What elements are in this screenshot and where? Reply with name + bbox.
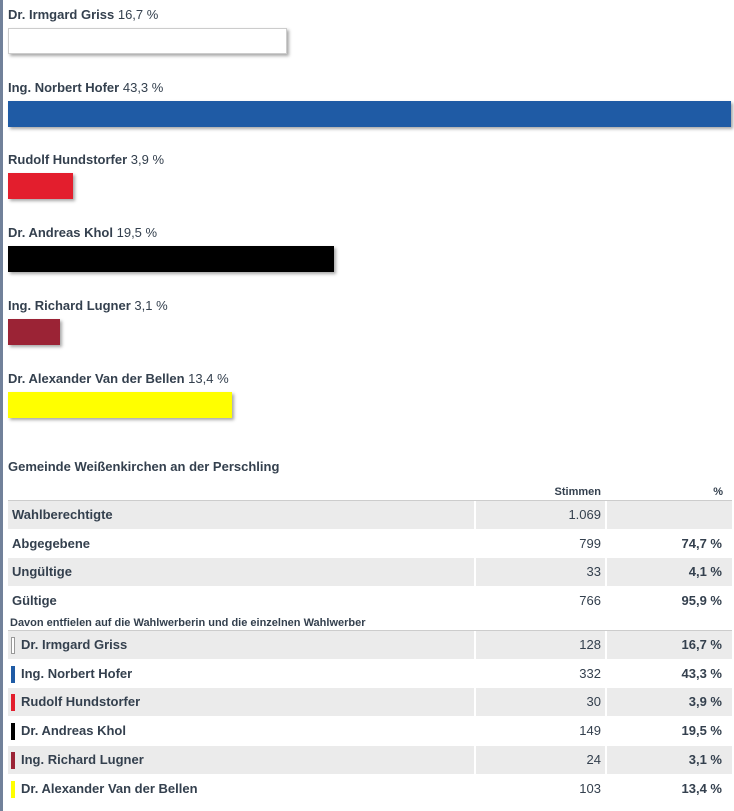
cell-name: Rudolf Hundstorfer xyxy=(8,688,474,717)
cell-percent: 19,5 % xyxy=(681,723,722,739)
color-marker xyxy=(11,694,15,712)
cell-votes: 103 xyxy=(579,780,601,796)
subheading: Davon entfielen auf die Wahlwerberin und… xyxy=(10,617,366,629)
color-marker xyxy=(11,637,15,654)
cell-votes: 799 xyxy=(579,535,601,551)
table-row: Ing. Norbert Hofer 332 43,3 % xyxy=(8,660,732,688)
cell-percent xyxy=(607,501,732,529)
cell-name: Ing. Norbert Hofer xyxy=(8,660,474,688)
bar xyxy=(8,100,732,127)
cell-percent: 3,9 % xyxy=(607,688,732,717)
value-label: 43,3 % xyxy=(122,79,164,95)
candidate-name: Dr. Andreas Khol xyxy=(8,225,113,241)
table-row: Gültige 766 95,9 % xyxy=(8,587,732,615)
cell-percent: 74,7 % xyxy=(681,535,722,551)
color-marker xyxy=(11,751,15,769)
bar xyxy=(8,246,334,273)
cell-percent: 13,4 % xyxy=(681,780,722,796)
cell-name: Dr. Andreas Khol xyxy=(8,717,474,745)
value-label: 3,1 % xyxy=(134,297,168,313)
color-marker xyxy=(11,780,15,798)
cell-votes: 33 xyxy=(476,558,605,587)
table-row: Wahlberechtigte 1.069 xyxy=(8,501,732,529)
table-row: Rudolf Hundstorfer 30 3,9 % xyxy=(8,688,732,717)
cell-votes: 766 xyxy=(579,593,601,609)
cell-name: Wahlberechtigte xyxy=(8,501,474,529)
table-row: Dr. Andreas Khol 149 19,5 % xyxy=(8,717,732,745)
bar-label: Rudolf Hundstorfer 3,9 % xyxy=(8,152,164,167)
bar xyxy=(8,391,232,418)
cell-votes: 128 xyxy=(476,631,605,659)
candidate-name: Dr. Irmgard Griss xyxy=(8,7,115,22)
cell-percent: 16,7 % xyxy=(607,631,732,659)
cell-name: Dr. Irmgard Griss xyxy=(8,631,474,659)
cell-votes: 30 xyxy=(476,688,605,717)
table-row: Dr. Alexander Van der Bellen 103 13,4 % xyxy=(8,775,732,803)
table-row: Dr. Irmgard Griss 128 16,7 % xyxy=(8,631,732,659)
rule xyxy=(8,500,732,501)
rule xyxy=(8,630,732,631)
bar-label: Ing. Richard Lugner 3,1 % xyxy=(8,298,168,313)
value-label: 3,9 % xyxy=(130,152,165,168)
cell-name: Ing. Richard Lugner xyxy=(8,745,474,774)
candidate-name: Ing. Norbert Hofer xyxy=(8,79,120,95)
cell-name: Ungültige xyxy=(8,558,474,587)
bar-label: Dr. Andreas Khol 19,5 % xyxy=(8,225,157,240)
bar-label: Dr. Irmgard Griss 16,7 % xyxy=(8,7,158,22)
cell-percent: 95,9 % xyxy=(681,593,722,609)
candidate-name: Dr. Alexander Van der Bellen xyxy=(8,370,185,386)
column-header: Stimmen xyxy=(554,486,601,498)
cell-percent: 3,1 % xyxy=(607,745,732,774)
cell-percent: 43,3 % xyxy=(681,665,722,681)
value-label: 13,4 % xyxy=(188,370,229,386)
bar-label: Dr. Alexander Van der Bellen 13,4 % xyxy=(8,371,229,386)
cell-name: Abgegebene xyxy=(12,535,91,551)
cell-votes: 24 xyxy=(476,745,605,774)
cell-name: Gültige xyxy=(12,593,57,609)
candidate-name: Rudolf Hundstorfer xyxy=(8,152,128,168)
cell-votes: 1.069 xyxy=(476,501,605,529)
value-label: 19,5 % xyxy=(116,225,158,241)
bar xyxy=(8,173,74,200)
table-row: Ing. Richard Lugner 24 3,1 % xyxy=(8,745,732,774)
table-row: Abgegebene 799 74,7 % xyxy=(8,530,732,558)
left-rule xyxy=(0,0,3,811)
bar-label: Ing. Norbert Hofer 43,3 % xyxy=(8,80,163,95)
cell-votes: 149 xyxy=(579,723,601,739)
color-marker xyxy=(11,665,15,683)
bar xyxy=(8,318,60,345)
table-title: Gemeinde Weißenkirchen an der Perschling xyxy=(8,459,280,474)
column-header: % xyxy=(713,486,723,498)
cell-name: Dr. Alexander Van der Bellen xyxy=(8,775,474,803)
candidate-name: Ing. Richard Lugner xyxy=(8,297,131,313)
cell-percent: 4,1 % xyxy=(607,558,732,587)
cell-votes: 332 xyxy=(579,665,601,681)
color-marker xyxy=(11,723,15,741)
value-label: 16,7 % xyxy=(117,7,159,22)
table-row: Ungültige 33 4,1 % xyxy=(8,558,732,587)
bar xyxy=(8,28,287,54)
